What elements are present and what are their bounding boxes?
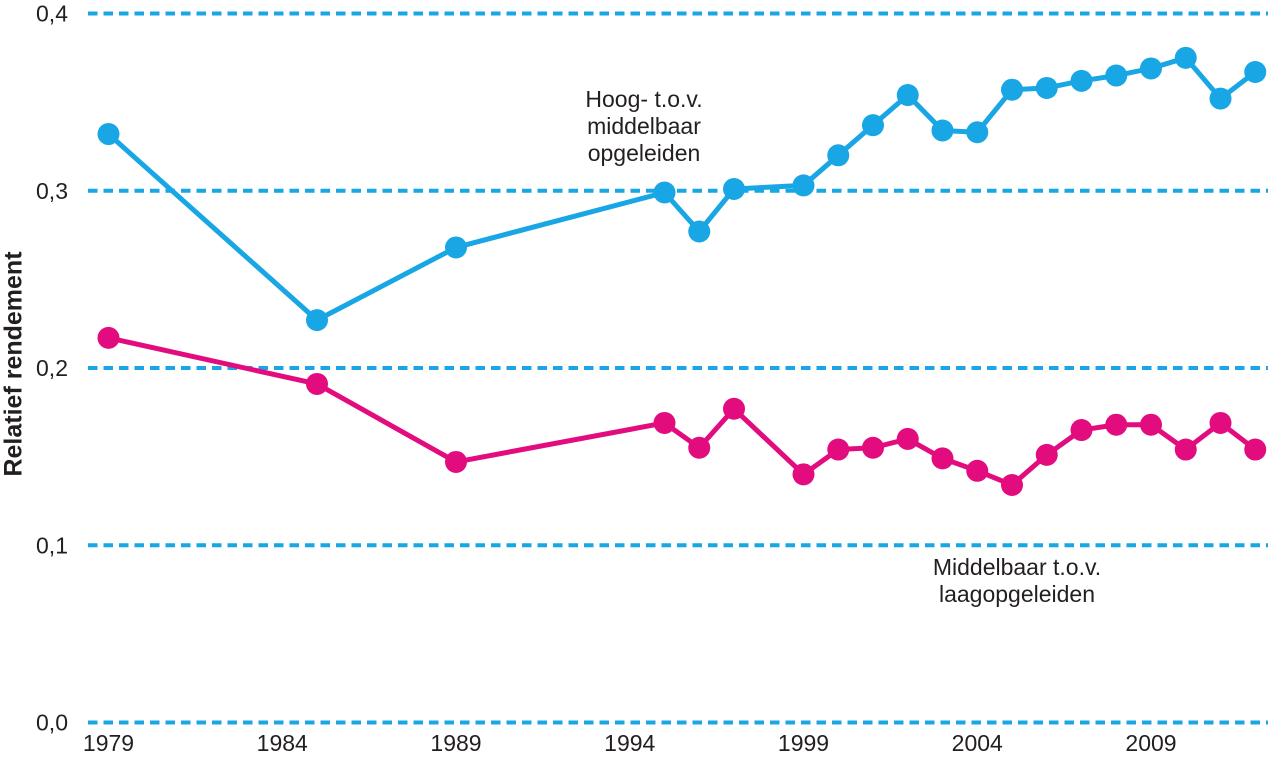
annotation-line: laagopgeleiden [938, 581, 1096, 607]
data-point-0-2012 [1244, 60, 1267, 83]
x-tick-label: 1999 [778, 730, 829, 756]
data-point-1-2001 [862, 436, 884, 459]
data-point-1-2010 [1174, 438, 1197, 461]
y-tick-label: 0,0 [36, 710, 68, 736]
annotation-line: Hoog- t.o.v. [585, 86, 703, 112]
data-point-0-1985 [306, 309, 328, 332]
data-point-0-2011 [1209, 87, 1232, 110]
data-point-1-2012 [1244, 438, 1267, 461]
y-tick-label: 0,3 [36, 178, 68, 204]
data-point-1-2004 [966, 459, 989, 482]
data-point-1-1979 [97, 326, 120, 349]
annotation-line: opgeleiden [587, 140, 701, 166]
data-point-0-2002 [896, 84, 919, 107]
data-point-1-2000 [827, 438, 850, 461]
data-point-0-2009 [1140, 57, 1162, 80]
y-tick-label: 0,1 [36, 532, 68, 558]
annotation-line: middelbaar [587, 113, 701, 139]
data-point-1-2003 [931, 447, 954, 470]
x-tick-label: 1984 [257, 730, 308, 756]
y-tick-label: 0,4 [36, 1, 68, 27]
data-point-1-2008 [1105, 413, 1128, 436]
data-point-1-1996 [688, 436, 711, 459]
data-point-0-1996 [688, 220, 711, 243]
y-axis-title: Relatief rendement [0, 251, 28, 477]
data-point-0-2008 [1105, 64, 1128, 87]
data-point-1-1989 [445, 450, 467, 473]
data-point-1-2007 [1070, 419, 1093, 442]
data-point-0-1995 [653, 181, 676, 204]
data-point-0-2004 [966, 121, 989, 144]
data-point-0-2005 [1001, 78, 1023, 101]
data-point-1-2006 [1035, 443, 1058, 466]
series-line-1 [106, 335, 1258, 488]
data-point-0-2001 [862, 114, 884, 137]
data-point-1-1997 [723, 397, 745, 420]
data-point-0-2007 [1070, 69, 1093, 92]
x-tick-label: 1994 [604, 730, 655, 756]
y-tick-label: 0,2 [36, 355, 68, 381]
x-tick-label: 1979 [83, 730, 134, 756]
data-point-0-1979 [97, 123, 120, 146]
data-point-0-1989 [445, 236, 467, 259]
data-point-1-1995 [653, 411, 676, 434]
data-point-1-2011 [1209, 411, 1232, 434]
data-point-0-2000 [827, 144, 850, 167]
series-annotation-hoog-tov-middelbaar: Hoog- t.o.v. middelbaar opgeleiden [585, 86, 702, 167]
data-point-0-1999 [792, 174, 815, 197]
data-point-1-1999 [792, 463, 815, 486]
data-point-1-1985 [306, 372, 328, 395]
data-point-0-1997 [723, 177, 745, 200]
data-point-0-2006 [1035, 76, 1058, 99]
x-tick-label: 2009 [1125, 730, 1176, 756]
series-annotation-middelbaar-tov-laag: Middelbaar t.o.v. laagopgeleiden [933, 554, 1101, 608]
data-point-0-2003 [931, 119, 954, 142]
x-tick-label: 2004 [952, 730, 1003, 756]
x-tick-label: 1989 [430, 730, 481, 756]
data-point-1-2005 [1001, 473, 1023, 496]
data-point-1-2009 [1140, 413, 1162, 436]
data-point-0-2010 [1174, 46, 1197, 69]
data-point-1-2002 [896, 427, 919, 450]
annotation-line: Middelbaar t.o.v. [932, 554, 1102, 580]
